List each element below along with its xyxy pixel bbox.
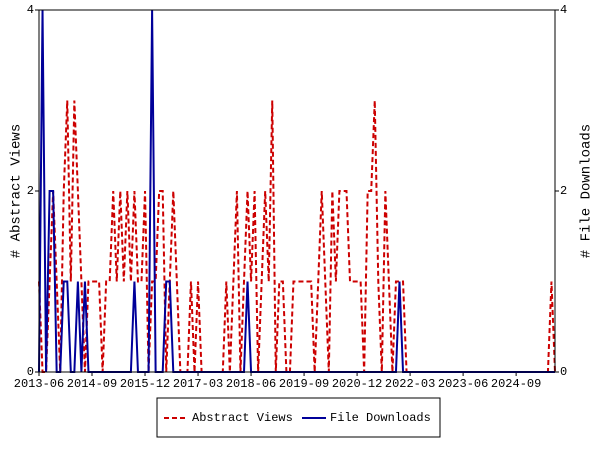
y-tick-label: 4: [27, 3, 34, 17]
legend-label: File Downloads: [330, 411, 431, 425]
legend-box: [156, 397, 441, 438]
x-tick-label: 2018-06: [226, 377, 276, 391]
x-tick-label: 2020-12: [332, 377, 382, 391]
x-tick-label: 2023-06: [438, 377, 488, 391]
x-tick-label: 2014-09: [67, 377, 117, 391]
x-tick-label: 2024-09: [491, 377, 541, 391]
x-tick-label: 2017-03: [173, 377, 223, 391]
y2-tick-label: 0: [560, 365, 567, 379]
y2-tick-label: 2: [560, 184, 567, 198]
x-tick-label: 2019-09: [279, 377, 329, 391]
x-tick-label: 2022-03: [385, 377, 435, 391]
y-tick-label: 2: [27, 184, 34, 198]
y2-axis-label: # File Downloads: [579, 124, 595, 258]
y-tick-label: 0: [27, 365, 34, 379]
x-tick-label: 2015-12: [120, 377, 170, 391]
plot-frame: [38, 9, 556, 373]
y2-tick-label: 4: [560, 3, 567, 17]
x-tick-label: 2013-06: [14, 377, 64, 391]
legend-label: Abstract Views: [192, 411, 293, 425]
y-axis-label: # Abstract Views: [9, 124, 25, 258]
